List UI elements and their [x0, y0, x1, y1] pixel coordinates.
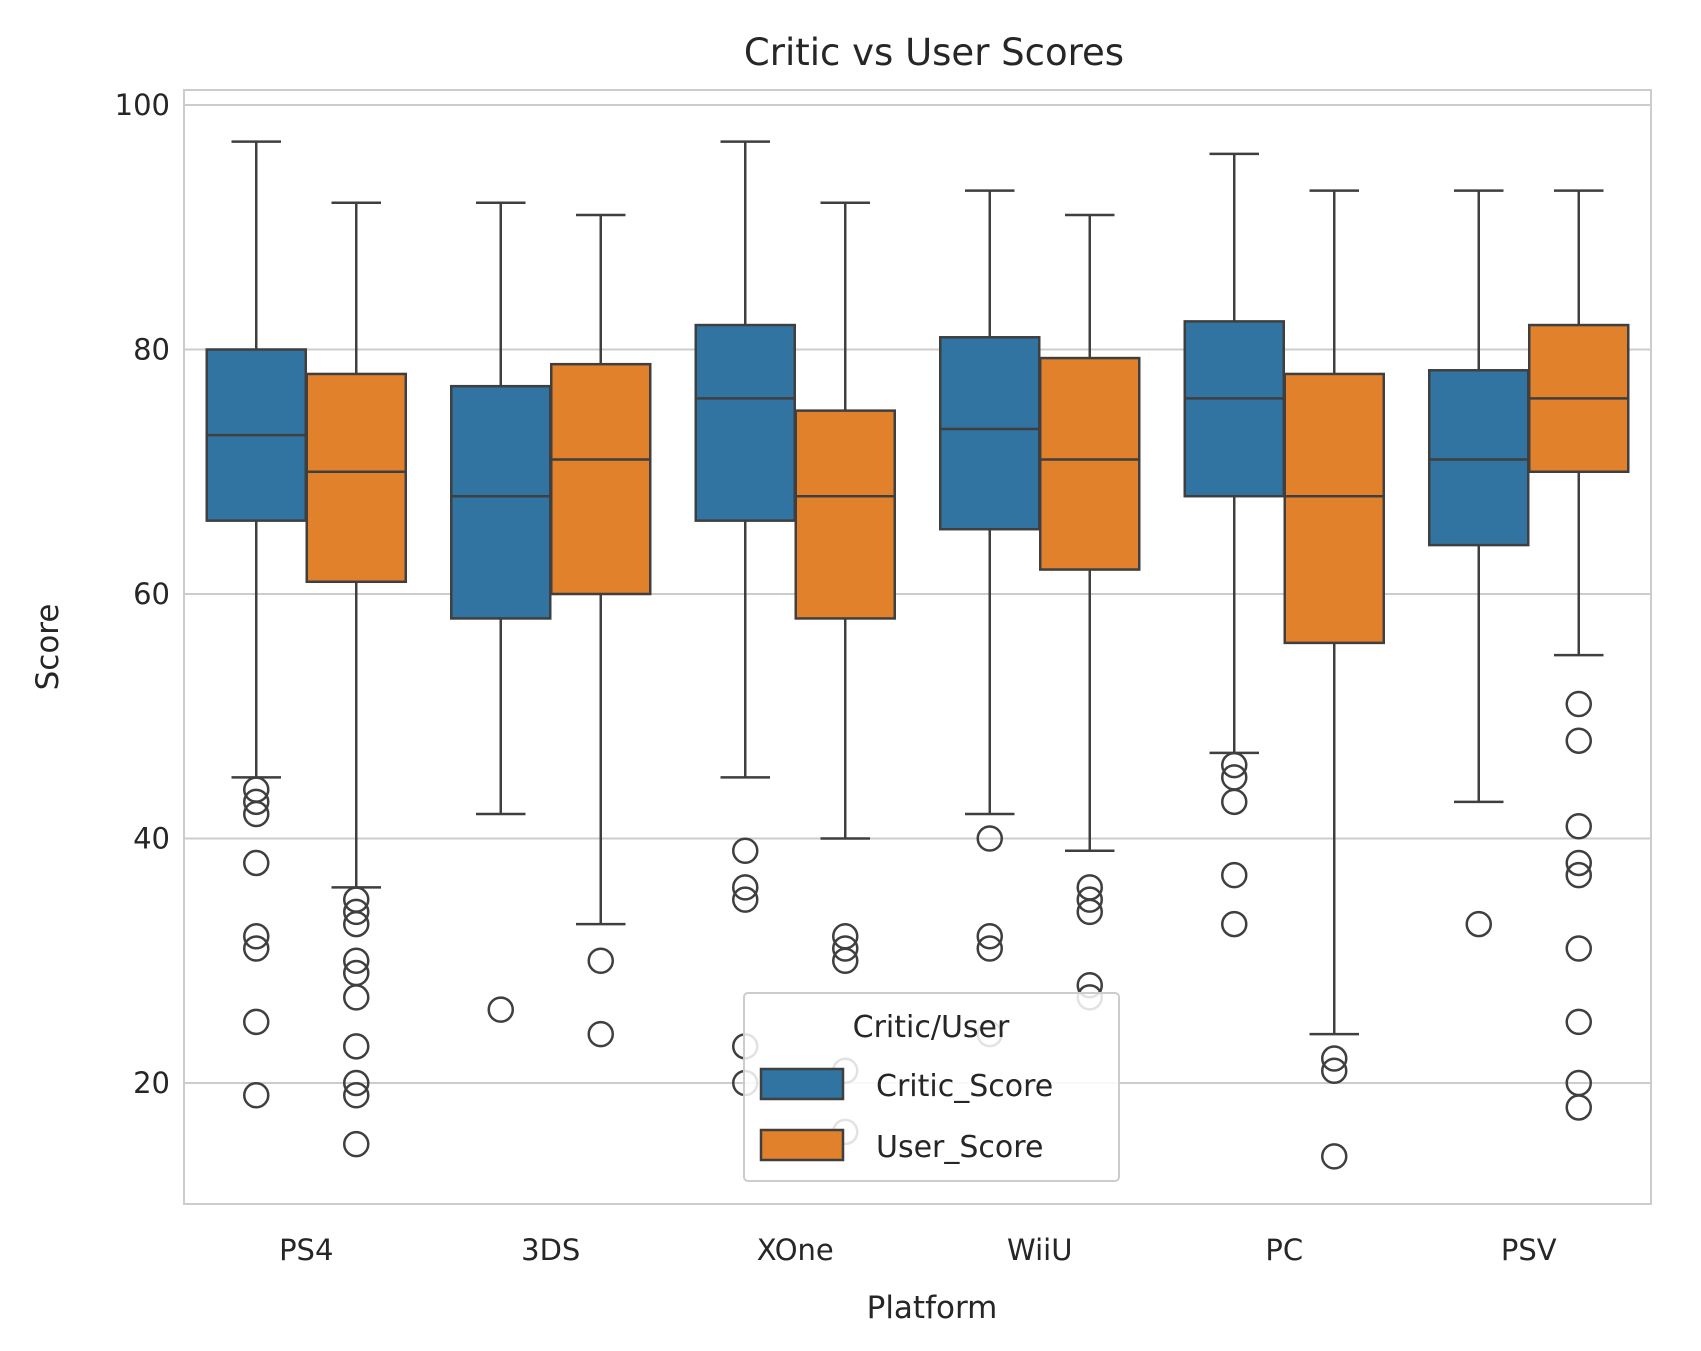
outlier-point: [243, 1008, 270, 1036]
outlier-point: [1321, 1045, 1348, 1072]
box-group-3ds-user-score: [550, 213, 652, 1048]
outlier-point: [1565, 861, 1592, 889]
outlier-point: [343, 947, 370, 974]
box-iqr: [939, 336, 1041, 531]
x-tick-label-3ds: 3DS: [521, 1233, 580, 1267]
y-axis-label: Score: [30, 604, 66, 691]
legend-swatch-user: [759, 1128, 845, 1162]
plot-frame: [183, 89, 1652, 1205]
outlier-point: [243, 788, 270, 816]
x-axis-label: Platform: [867, 1290, 998, 1326]
outlier-point: [732, 886, 759, 913]
outlier-point: [1565, 813, 1592, 840]
x-tick-label-xone: XOne: [757, 1233, 834, 1267]
outlier-point: [1076, 898, 1103, 926]
legend: Critic/User Critic_Score User_Score: [743, 992, 1120, 1182]
box-group-wiiu-user-score: [1039, 213, 1141, 1011]
box-iqr: [694, 323, 796, 522]
box-group-xone-user-score: [794, 201, 896, 1146]
outlier-point: [1565, 690, 1592, 718]
outlier-point: [343, 1033, 370, 1060]
outlier-point: [243, 923, 270, 950]
outlier-point: [243, 849, 270, 877]
outlier-point: [976, 935, 1003, 962]
outlier-point: [832, 947, 859, 974]
outlier-point: [587, 1020, 614, 1048]
outlier-point: [243, 800, 270, 828]
outlier-point: [1221, 788, 1248, 816]
outlier-point: [243, 1081, 270, 1109]
box-group-wiiu-critic-score: [939, 189, 1041, 1048]
y-tick-label-100: 100: [115, 88, 170, 122]
box-iqr: [305, 372, 407, 584]
outlier-point: [343, 1130, 370, 1158]
y-tick-label-80: 80: [133, 333, 170, 367]
outlier-point: [732, 874, 759, 901]
outlier-point: [976, 923, 1003, 950]
outlier-point: [343, 1081, 370, 1109]
outlier-point: [732, 837, 759, 864]
y-tick-label-40: 40: [133, 822, 170, 856]
box-group-pc-user-score: [1283, 189, 1385, 1170]
y-tick-label-60: 60: [133, 577, 170, 611]
outlier-point: [243, 935, 270, 962]
gridlines: [184, 104, 1651, 1084]
outlier-point: [1321, 1143, 1348, 1170]
box-iqr: [1428, 369, 1530, 547]
outlier-point: [1221, 751, 1248, 779]
box-group-ps4-user-score: [305, 201, 407, 1158]
box-group-psv-user-score: [1528, 189, 1630, 1121]
outlier-point: [1221, 861, 1248, 889]
legend-swatch-critic: [759, 1067, 845, 1101]
box-group-pc-critic-score: [1183, 152, 1285, 938]
outlier-point: [343, 910, 370, 938]
legend-label-user: User_Score: [876, 1130, 1043, 1165]
box-group-3ds-critic-score: [450, 201, 552, 1023]
y-tick-label-20: 20: [133, 1066, 170, 1100]
x-tick-label-ps4: PS4: [279, 1233, 333, 1267]
outlier-point: [343, 898, 370, 926]
outlier-point: [343, 984, 370, 1011]
y-tick-labels: 20 40 60 80 100: [115, 88, 170, 1100]
box-iqr: [450, 384, 552, 620]
box-group-psv-critic-score: [1428, 189, 1530, 938]
x-tick-labels: PS4 3DS XOne WiiU PC PSV: [279, 1233, 1557, 1267]
outlier-point: [343, 1069, 370, 1097]
outlier-point: [1465, 910, 1492, 938]
outlier-point: [1565, 727, 1592, 754]
outlier-point: [587, 947, 614, 974]
outlier-point: [1565, 935, 1592, 962]
outlier-point: [1221, 910, 1248, 938]
outlier-point: [1565, 1008, 1592, 1036]
box-iqr: [1039, 356, 1141, 571]
x-tick-label-pc: PC: [1265, 1233, 1303, 1267]
box-iqr: [794, 409, 896, 620]
x-tick-label-psv: PSV: [1501, 1233, 1557, 1267]
outlier-point: [1076, 886, 1103, 913]
box-iqr: [550, 362, 652, 596]
box-iqr: [1183, 320, 1285, 498]
outlier-point: [832, 935, 859, 962]
outlier-point: [487, 996, 514, 1023]
box-groups: [205, 140, 1630, 1170]
outlier-point: [1321, 1057, 1348, 1085]
box-group-ps4-critic-score: [205, 140, 307, 1109]
outlier-point: [1565, 1094, 1592, 1121]
box-group-xone-critic-score: [694, 140, 796, 1097]
chart-title: Critic vs User Scores: [744, 31, 1124, 74]
legend-title: Critic/User: [853, 1010, 1010, 1045]
outlier-point: [1565, 849, 1592, 877]
box-iqr: [1283, 372, 1385, 645]
x-tick-label-wiiu: WiiU: [1007, 1233, 1072, 1267]
legend-label-critic: Critic_Score: [876, 1069, 1053, 1104]
outlier-point: [976, 825, 1003, 852]
